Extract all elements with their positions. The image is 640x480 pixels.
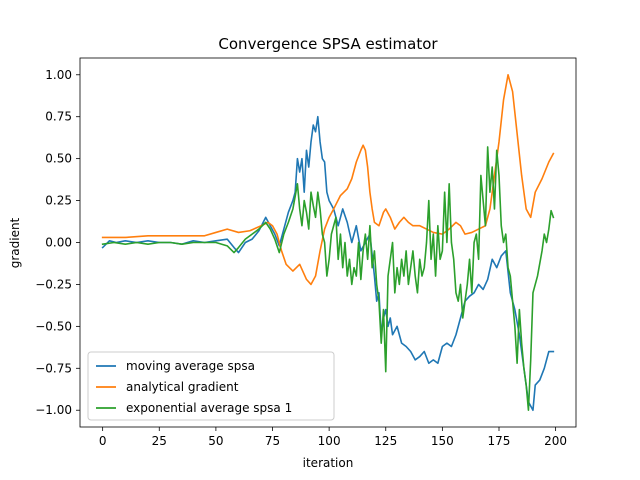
x-tick-label: 150 bbox=[431, 434, 454, 448]
y-tick-label: 1.00 bbox=[45, 68, 72, 82]
legend: moving average spsa analytical gradient ex… bbox=[87, 351, 335, 421]
x-axis-label: iteration bbox=[303, 456, 354, 470]
x-tick-label: 100 bbox=[318, 434, 341, 448]
legend-label-0: moving average spsa bbox=[126, 359, 255, 373]
legend-label-1: analytical gradient bbox=[126, 380, 239, 394]
series-line-0 bbox=[101, 115, 555, 412]
y-tick-label: −0.25 bbox=[35, 277, 72, 291]
y-tick-label: 0.25 bbox=[45, 194, 72, 208]
y-tick-label: −0.75 bbox=[35, 361, 72, 375]
legend-box bbox=[87, 351, 335, 421]
x-tick-label: 125 bbox=[374, 434, 397, 448]
x-tick-label: 0 bbox=[99, 434, 107, 448]
series-line-2 bbox=[101, 146, 555, 412]
chart-title: Convergence SPSA estimator bbox=[218, 35, 438, 53]
x-tick-label: 75 bbox=[265, 434, 280, 448]
x-tick-label: 50 bbox=[208, 434, 223, 448]
y-tick-label: −0.50 bbox=[35, 319, 72, 333]
legend-label-2: exponential average spsa 1 bbox=[126, 401, 292, 415]
x-tick-label: 25 bbox=[152, 434, 167, 448]
axes: 0 25 50 75 100 125 150 175 200 −1.00 −0.75 −0.50 −0.… bbox=[35, 57, 577, 448]
plot-area bbox=[101, 73, 555, 412]
y-tick-label: 0.75 bbox=[45, 110, 72, 124]
x-tick-label: 175 bbox=[488, 434, 511, 448]
x-tick-label: 200 bbox=[544, 434, 567, 448]
y-tick-label: −1.00 bbox=[35, 403, 72, 417]
y-axis-label: gradient bbox=[8, 217, 22, 268]
y-tick-label: 0.50 bbox=[45, 152, 72, 166]
y-tick-label: 0.00 bbox=[45, 236, 72, 250]
